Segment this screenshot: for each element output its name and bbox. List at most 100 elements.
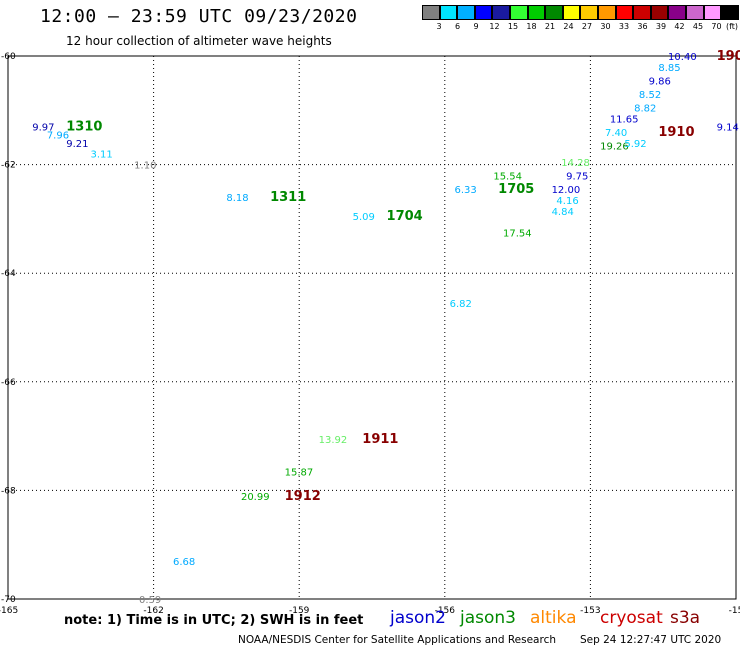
wave-height-label: 5.92	[624, 139, 646, 150]
legend-swatch	[597, 5, 616, 20]
wave-height-label: 5.09	[353, 212, 375, 223]
wave-height-label: 0.59	[139, 595, 161, 606]
legend-label: 3	[436, 22, 442, 31]
storm-id-label: 1912	[285, 489, 321, 504]
legend-label: 24	[563, 22, 574, 31]
legend-swatch	[492, 5, 510, 20]
legend-swatch	[650, 5, 669, 20]
y-tick-label: -64	[1, 269, 16, 279]
y-tick-label: -66	[1, 378, 16, 388]
wave-height-label: 9.97	[32, 123, 54, 134]
credit-date: Sep 24 12:27:47 UTC 2020	[580, 634, 722, 646]
legend-swatch	[668, 5, 686, 20]
x-tick-label: -165	[0, 606, 18, 616]
x-tick-label: -15	[729, 606, 740, 616]
legend-label: 12	[489, 22, 500, 31]
wave-height-label: 6.33	[455, 185, 477, 196]
y-tick-label: -68	[1, 486, 16, 496]
wave-height-label: 7.96	[47, 131, 69, 142]
storm-id-label: 1705	[498, 182, 534, 197]
page-subtitle: 12 hour collection of altimeter wave hei…	[66, 34, 332, 48]
legend-label: 6	[454, 22, 461, 31]
storm-id-label: 1704	[387, 209, 423, 224]
legend-label: 36	[637, 22, 648, 31]
legend-swatch	[685, 5, 704, 20]
storm-id-label: 1909	[717, 49, 740, 64]
legend-swatch	[633, 5, 651, 20]
wave-height-label: 9.14	[717, 123, 739, 134]
wave-height-label: 13.92	[319, 435, 348, 446]
legend-label: 18	[526, 22, 537, 31]
legend-swatch	[580, 5, 598, 20]
satellite-jason3: jason3	[460, 608, 516, 628]
legend-label: 39	[655, 22, 667, 31]
wave-height-label: 6.82	[450, 299, 472, 310]
legend-swatch	[474, 5, 493, 20]
wave-height-label: 17.54	[503, 228, 532, 239]
storm-id-label: 1910	[658, 125, 694, 140]
satellite-cryosat: cryosat	[600, 608, 663, 628]
wave-height-label: 9.75	[566, 171, 588, 182]
legend-label: 27	[581, 22, 593, 31]
storm-id-label: 1311	[270, 190, 306, 205]
wave-height-label: 3.11	[91, 150, 113, 161]
legend-label: 42	[674, 22, 685, 31]
wave-height-label: 7.40	[605, 128, 627, 139]
x-tick-label: -153	[580, 606, 600, 616]
legend-swatch	[457, 5, 475, 20]
color-legend-labels: 3 6 9 12 15 18 21 24 27 30 33 36 39 42 45 70 (ft)	[422, 22, 740, 34]
legend-swatch	[509, 5, 528, 20]
wave-height-label: 4.16	[556, 196, 578, 207]
wave-height-label: 9.21	[66, 139, 88, 150]
wave-height-label: 8.52	[639, 90, 661, 101]
legend-label: 45	[692, 22, 704, 31]
wave-height-label: 10.40	[668, 52, 697, 63]
wave-height-label: 11.65	[610, 114, 639, 125]
wave-height-label: 8.85	[658, 63, 680, 74]
storm-id-label: 1911	[362, 432, 398, 447]
legend-swatch	[545, 5, 563, 20]
y-tick-label: -62	[1, 161, 16, 171]
wave-height-label: 1.10	[134, 161, 156, 172]
legend-label: 21	[544, 22, 556, 31]
wave-height-label: 20.99	[241, 492, 270, 503]
x-tick-label: -156	[435, 606, 456, 616]
storm-id-label: 1310	[66, 120, 102, 135]
wave-height-label: 15.87	[285, 467, 314, 478]
legend-swatch	[562, 5, 581, 20]
legend-unit: (ft)	[725, 22, 739, 31]
wave-height-label: 9.86	[649, 76, 671, 87]
color-legend	[422, 5, 739, 20]
map-frame	[7, 55, 737, 600]
wave-height-label: 6.68	[173, 557, 195, 568]
x-tick-label: -159	[289, 606, 310, 616]
legend-label: 33	[618, 22, 630, 31]
wave-height-label: 14.28	[561, 158, 590, 169]
legend-swatch	[527, 5, 546, 20]
note-text: note: 1) Time is in UTC; 2) SWH is in fe…	[64, 613, 364, 628]
legend-swatch	[422, 5, 440, 20]
satellite-altika: altika	[530, 608, 577, 628]
credit-text: NOAA/NESDIS Center for Satellite Applica…	[238, 634, 556, 646]
legend-swatch	[439, 5, 458, 20]
legend-label: 9	[473, 22, 479, 31]
wave-height-label: 19.26	[600, 142, 629, 153]
legend-label: 70	[711, 22, 722, 31]
legend-swatch	[615, 5, 634, 20]
wave-height-label: 8.18	[226, 193, 248, 204]
wave-height-label: 12.00	[552, 185, 581, 196]
y-tick-label: -60	[1, 52, 16, 62]
satellite-jason2: jason2	[390, 608, 446, 628]
legend-label: 15	[507, 22, 519, 31]
satellite-s3a: s3a	[670, 608, 701, 628]
page-title: 12:00 – 23:59 UTC 09/23/2020	[40, 6, 358, 27]
legend-swatch	[721, 5, 739, 20]
legend-swatch	[703, 5, 722, 20]
wave-height-label: 15.54	[493, 171, 522, 182]
y-tick-label: -70	[1, 595, 16, 605]
wave-height-label: 8.82	[634, 104, 656, 115]
wave-height-label: 4.84	[552, 207, 574, 218]
legend-label: 30	[600, 22, 611, 31]
x-tick-label: -162	[143, 606, 163, 616]
